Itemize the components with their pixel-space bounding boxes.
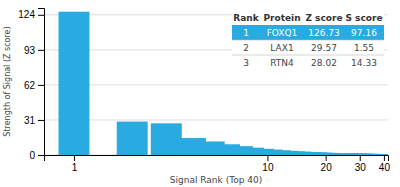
y-tick-label: 62	[24, 80, 36, 91]
y-tick-mark	[38, 85, 44, 86]
x-axis: 1 10 20 30 40	[45, 155, 391, 173]
y-tick: 93	[24, 45, 44, 56]
x-tick: 20	[321, 155, 333, 173]
y-tick-mark	[38, 155, 44, 156]
table-background	[232, 10, 384, 70]
x-tick-mark	[360, 155, 361, 161]
x-tick-label: 10	[262, 162, 274, 173]
table: Rank Protein Z scoreS score 1 FOXQ1 126.73 97.…	[232, 10, 384, 70]
x-tick: 30	[355, 155, 367, 173]
table-cell: 28.02	[311, 58, 337, 68]
table-cell: LAX1	[270, 43, 293, 53]
chart: 1102030400316293124Signal Rank (Top 40)S…	[0, 0, 400, 187]
x-tick: 10	[262, 155, 274, 173]
y-tick-label: 93	[24, 45, 36, 56]
table-cell: 1.55	[354, 43, 374, 53]
table-separator	[232, 40, 384, 41]
bar	[58, 12, 89, 155]
x-tick-mark	[74, 155, 75, 161]
y-tick-label: 31	[24, 115, 36, 126]
x-tick: 40	[379, 155, 391, 173]
y-tick-label: 124	[18, 9, 35, 20]
table-cell: 126.73	[308, 28, 340, 38]
table-header: Z score	[305, 13, 342, 23]
bar	[368, 154, 388, 155]
table-cell: 1	[243, 28, 249, 38]
x-tick-label: 30	[355, 162, 367, 173]
y-axis-title: Strength of Signal (Z score)	[3, 26, 12, 136]
x-tick-mark	[326, 155, 327, 161]
table-cell: 29.57	[311, 43, 337, 53]
x-tick-label: 1	[72, 162, 78, 173]
grid-line	[44, 84, 388, 85]
x-axis-title: Signal Rank (Top 40)	[170, 175, 262, 185]
table-cell: 14.33	[351, 58, 377, 68]
x-tick-label: 40	[379, 162, 391, 173]
x-axis-line	[45, 156, 389, 162]
table-separator	[232, 55, 384, 56]
y-axis-line	[38, 9, 45, 156]
y-tick-mark	[38, 50, 44, 51]
bars	[58, 12, 388, 155]
table-cell: 3	[243, 58, 249, 68]
y-tick: 0	[29, 150, 44, 161]
x-tick-mark	[384, 155, 385, 161]
x-tick-label: 20	[321, 162, 333, 173]
table-header: Protein	[263, 13, 300, 23]
table-cell: 97.16	[351, 28, 377, 38]
y-tick: 124	[18, 9, 44, 20]
table-cell: 2	[243, 43, 249, 53]
x-tick: 1	[72, 155, 78, 173]
table-header: Rank	[233, 13, 259, 23]
table-header: S score	[345, 13, 382, 23]
grid-line	[44, 119, 388, 120]
y-tick-mark	[38, 15, 44, 16]
table-cell: FOXQ1	[267, 28, 298, 38]
y-tick-mark	[38, 120, 44, 121]
y-tick-label: 0	[29, 150, 35, 161]
y-tick: 31	[24, 115, 44, 126]
x-tick-mark	[267, 155, 268, 161]
bar	[117, 122, 148, 155]
table-highlight	[232, 25, 384, 40]
table-cell: RTN4	[270, 58, 294, 68]
grid	[44, 15, 388, 155]
y-axis: 0 31 62 93 124	[18, 9, 44, 161]
y-tick: 62	[24, 80, 44, 91]
